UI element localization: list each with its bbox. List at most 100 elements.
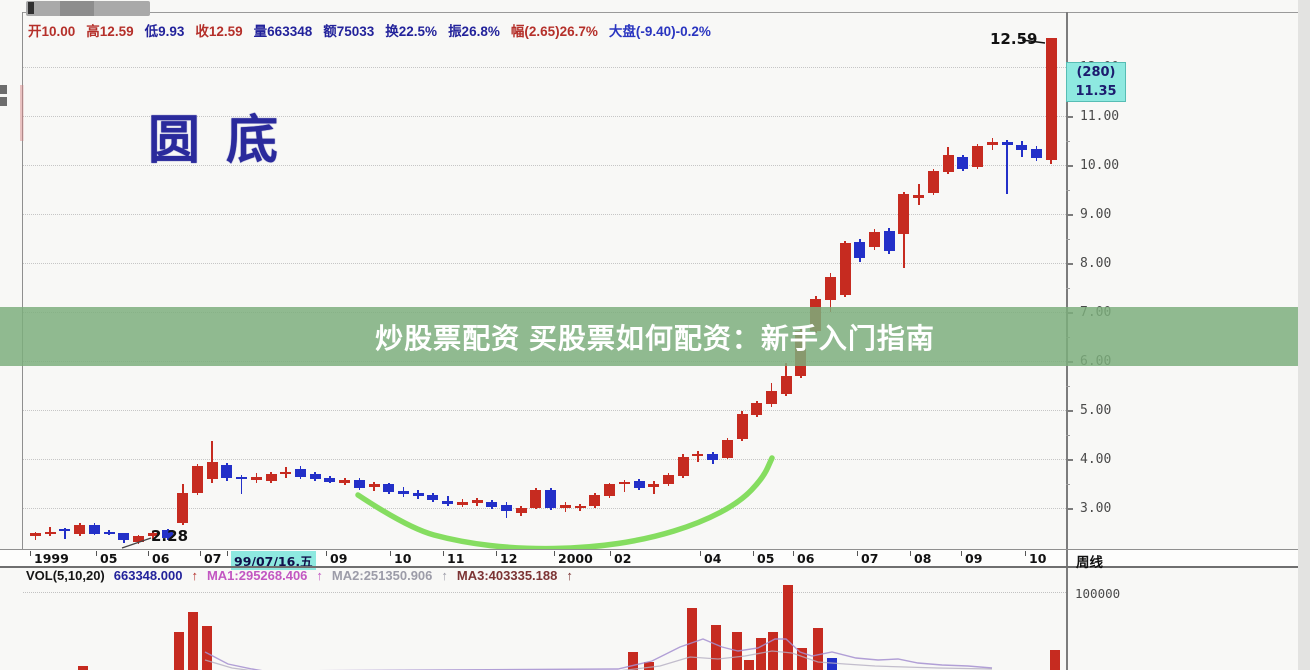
candle[interactable] xyxy=(177,493,189,523)
candle[interactable] xyxy=(250,476,262,480)
candle[interactable] xyxy=(559,505,571,508)
candle[interactable] xyxy=(398,491,409,495)
candle[interactable] xyxy=(869,231,881,248)
price-tick-label: 10.00 xyxy=(1080,158,1120,173)
candle[interactable] xyxy=(236,476,248,479)
candle[interactable] xyxy=(339,479,351,483)
candle[interactable] xyxy=(942,155,954,172)
candle[interactable] xyxy=(589,495,601,507)
candle[interactable] xyxy=(442,501,454,505)
candle[interactable] xyxy=(972,146,984,167)
candle[interactable] xyxy=(501,505,513,511)
candle[interactable] xyxy=(59,528,71,531)
candle[interactable] xyxy=(206,461,218,479)
crosshair-price-marker: (280) 11.35 xyxy=(1066,62,1126,102)
volume-bar[interactable] xyxy=(813,628,823,670)
candle[interactable] xyxy=(957,157,969,169)
candle[interactable] xyxy=(412,493,424,497)
candle[interactable] xyxy=(1030,149,1042,159)
volume-ma2-line xyxy=(204,650,993,670)
candle[interactable] xyxy=(780,375,792,395)
candle[interactable] xyxy=(648,484,660,488)
volume-bar[interactable] xyxy=(827,657,837,670)
candle[interactable] xyxy=(545,490,557,508)
volume-bar[interactable] xyxy=(797,648,807,670)
candle-wick xyxy=(652,480,655,495)
candle[interactable] xyxy=(88,524,100,535)
date-axis-strip[interactable]: 1999 05 06 07 99/07/16,五 09 10 11 12 2000 02 04 05 06… xyxy=(0,550,1310,570)
candle[interactable] xyxy=(44,531,56,534)
candle[interactable] xyxy=(883,230,895,252)
candle[interactable] xyxy=(677,457,689,476)
candle[interactable] xyxy=(368,484,380,488)
candle[interactable] xyxy=(191,465,203,494)
candle[interactable] xyxy=(692,454,704,457)
candle[interactable] xyxy=(633,480,645,489)
candle[interactable] xyxy=(913,195,925,199)
quote-field: 幅(2.65)26.7% xyxy=(510,24,598,39)
volume-bar[interactable] xyxy=(202,625,212,670)
candle[interactable] xyxy=(574,506,586,509)
candle[interactable] xyxy=(103,531,115,534)
candle[interactable] xyxy=(471,500,483,504)
volume-bar[interactable] xyxy=(78,665,88,670)
candle[interactable] xyxy=(456,502,468,506)
candle[interactable] xyxy=(294,468,306,477)
candle[interactable] xyxy=(324,477,336,482)
candle[interactable] xyxy=(751,403,763,415)
candle[interactable] xyxy=(147,533,159,536)
candle[interactable] xyxy=(162,529,174,539)
candle[interactable] xyxy=(515,508,527,513)
candle[interactable] xyxy=(1045,38,1057,161)
candle[interactable] xyxy=(707,454,719,460)
candle[interactable] xyxy=(927,170,939,194)
volume-bar[interactable] xyxy=(1050,649,1060,670)
candle[interactable] xyxy=(133,536,145,543)
candle[interactable] xyxy=(604,484,616,497)
candle[interactable] xyxy=(1016,145,1028,151)
date-tick-label: 2000 xyxy=(558,551,593,566)
candle[interactable] xyxy=(353,479,365,489)
candle[interactable] xyxy=(618,481,630,484)
volume-bar[interactable] xyxy=(732,632,742,670)
candle[interactable] xyxy=(839,243,851,296)
candle[interactable] xyxy=(30,532,41,537)
candle[interactable] xyxy=(427,495,439,501)
volume-bar[interactable] xyxy=(756,637,766,670)
volume-bar[interactable] xyxy=(744,660,754,670)
candle[interactable] xyxy=(662,474,674,485)
candle[interactable] xyxy=(854,242,866,259)
volume-bar[interactable] xyxy=(188,612,198,670)
volume-bar[interactable] xyxy=(783,585,793,670)
candle[interactable] xyxy=(221,464,233,478)
candle[interactable] xyxy=(721,440,733,458)
candle[interactable] xyxy=(530,490,542,508)
volume-bar[interactable] xyxy=(711,625,721,670)
volume-header-field: MA1:295268.406 xyxy=(206,568,308,583)
price-tick-label: 4.00 xyxy=(1080,452,1112,467)
volume-bar[interactable] xyxy=(687,608,697,670)
candle[interactable] xyxy=(118,533,130,541)
candle[interactable] xyxy=(986,142,998,146)
candle[interactable] xyxy=(824,276,836,301)
date-tick-label: 10 xyxy=(1029,551,1047,566)
volume-bar[interactable] xyxy=(768,632,778,670)
candle[interactable] xyxy=(309,473,321,479)
candle[interactable] xyxy=(265,473,277,481)
candle[interactable] xyxy=(766,391,777,405)
candle[interactable] xyxy=(736,413,748,440)
candle[interactable] xyxy=(486,502,498,507)
date-tickmark xyxy=(443,551,444,556)
candle[interactable] xyxy=(280,471,292,474)
candle[interactable] xyxy=(898,194,910,234)
date-tick-label: 08 xyxy=(914,551,932,566)
volume-bar[interactable] xyxy=(174,632,184,670)
redaction-block xyxy=(60,1,94,16)
date-tickmark xyxy=(610,551,611,556)
volume-bar[interactable] xyxy=(628,652,638,670)
volume-header-field: ↑ xyxy=(191,568,198,583)
candle[interactable] xyxy=(383,483,395,493)
candle[interactable] xyxy=(74,524,86,535)
volume-bar[interactable] xyxy=(644,661,654,670)
candle[interactable] xyxy=(1001,142,1013,145)
